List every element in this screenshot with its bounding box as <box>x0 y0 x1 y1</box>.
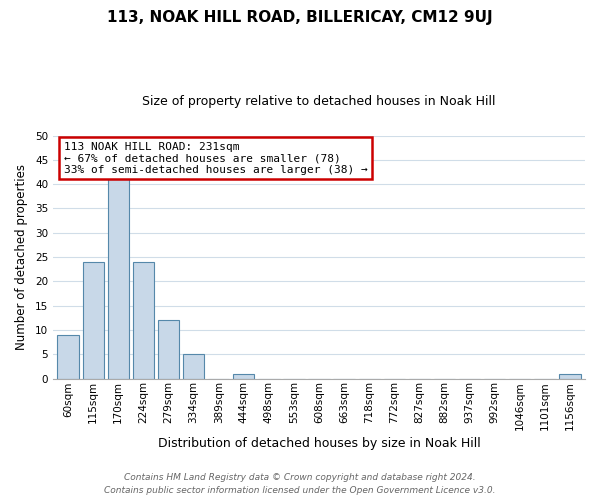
Bar <box>183 354 204 378</box>
Bar <box>107 180 129 378</box>
X-axis label: Distribution of detached houses by size in Noak Hill: Distribution of detached houses by size … <box>158 437 481 450</box>
Bar <box>559 374 581 378</box>
Bar <box>58 335 79 378</box>
Text: Contains HM Land Registry data © Crown copyright and database right 2024.
Contai: Contains HM Land Registry data © Crown c… <box>104 474 496 495</box>
Bar <box>158 320 179 378</box>
Text: 113 NOAK HILL ROAD: 231sqm
← 67% of detached houses are smaller (78)
33% of semi: 113 NOAK HILL ROAD: 231sqm ← 67% of deta… <box>64 142 367 175</box>
Y-axis label: Number of detached properties: Number of detached properties <box>15 164 28 350</box>
Bar <box>133 262 154 378</box>
Title: Size of property relative to detached houses in Noak Hill: Size of property relative to detached ho… <box>142 95 496 108</box>
Bar <box>83 262 104 378</box>
Text: 113, NOAK HILL ROAD, BILLERICAY, CM12 9UJ: 113, NOAK HILL ROAD, BILLERICAY, CM12 9U… <box>107 10 493 25</box>
Bar <box>233 374 254 378</box>
